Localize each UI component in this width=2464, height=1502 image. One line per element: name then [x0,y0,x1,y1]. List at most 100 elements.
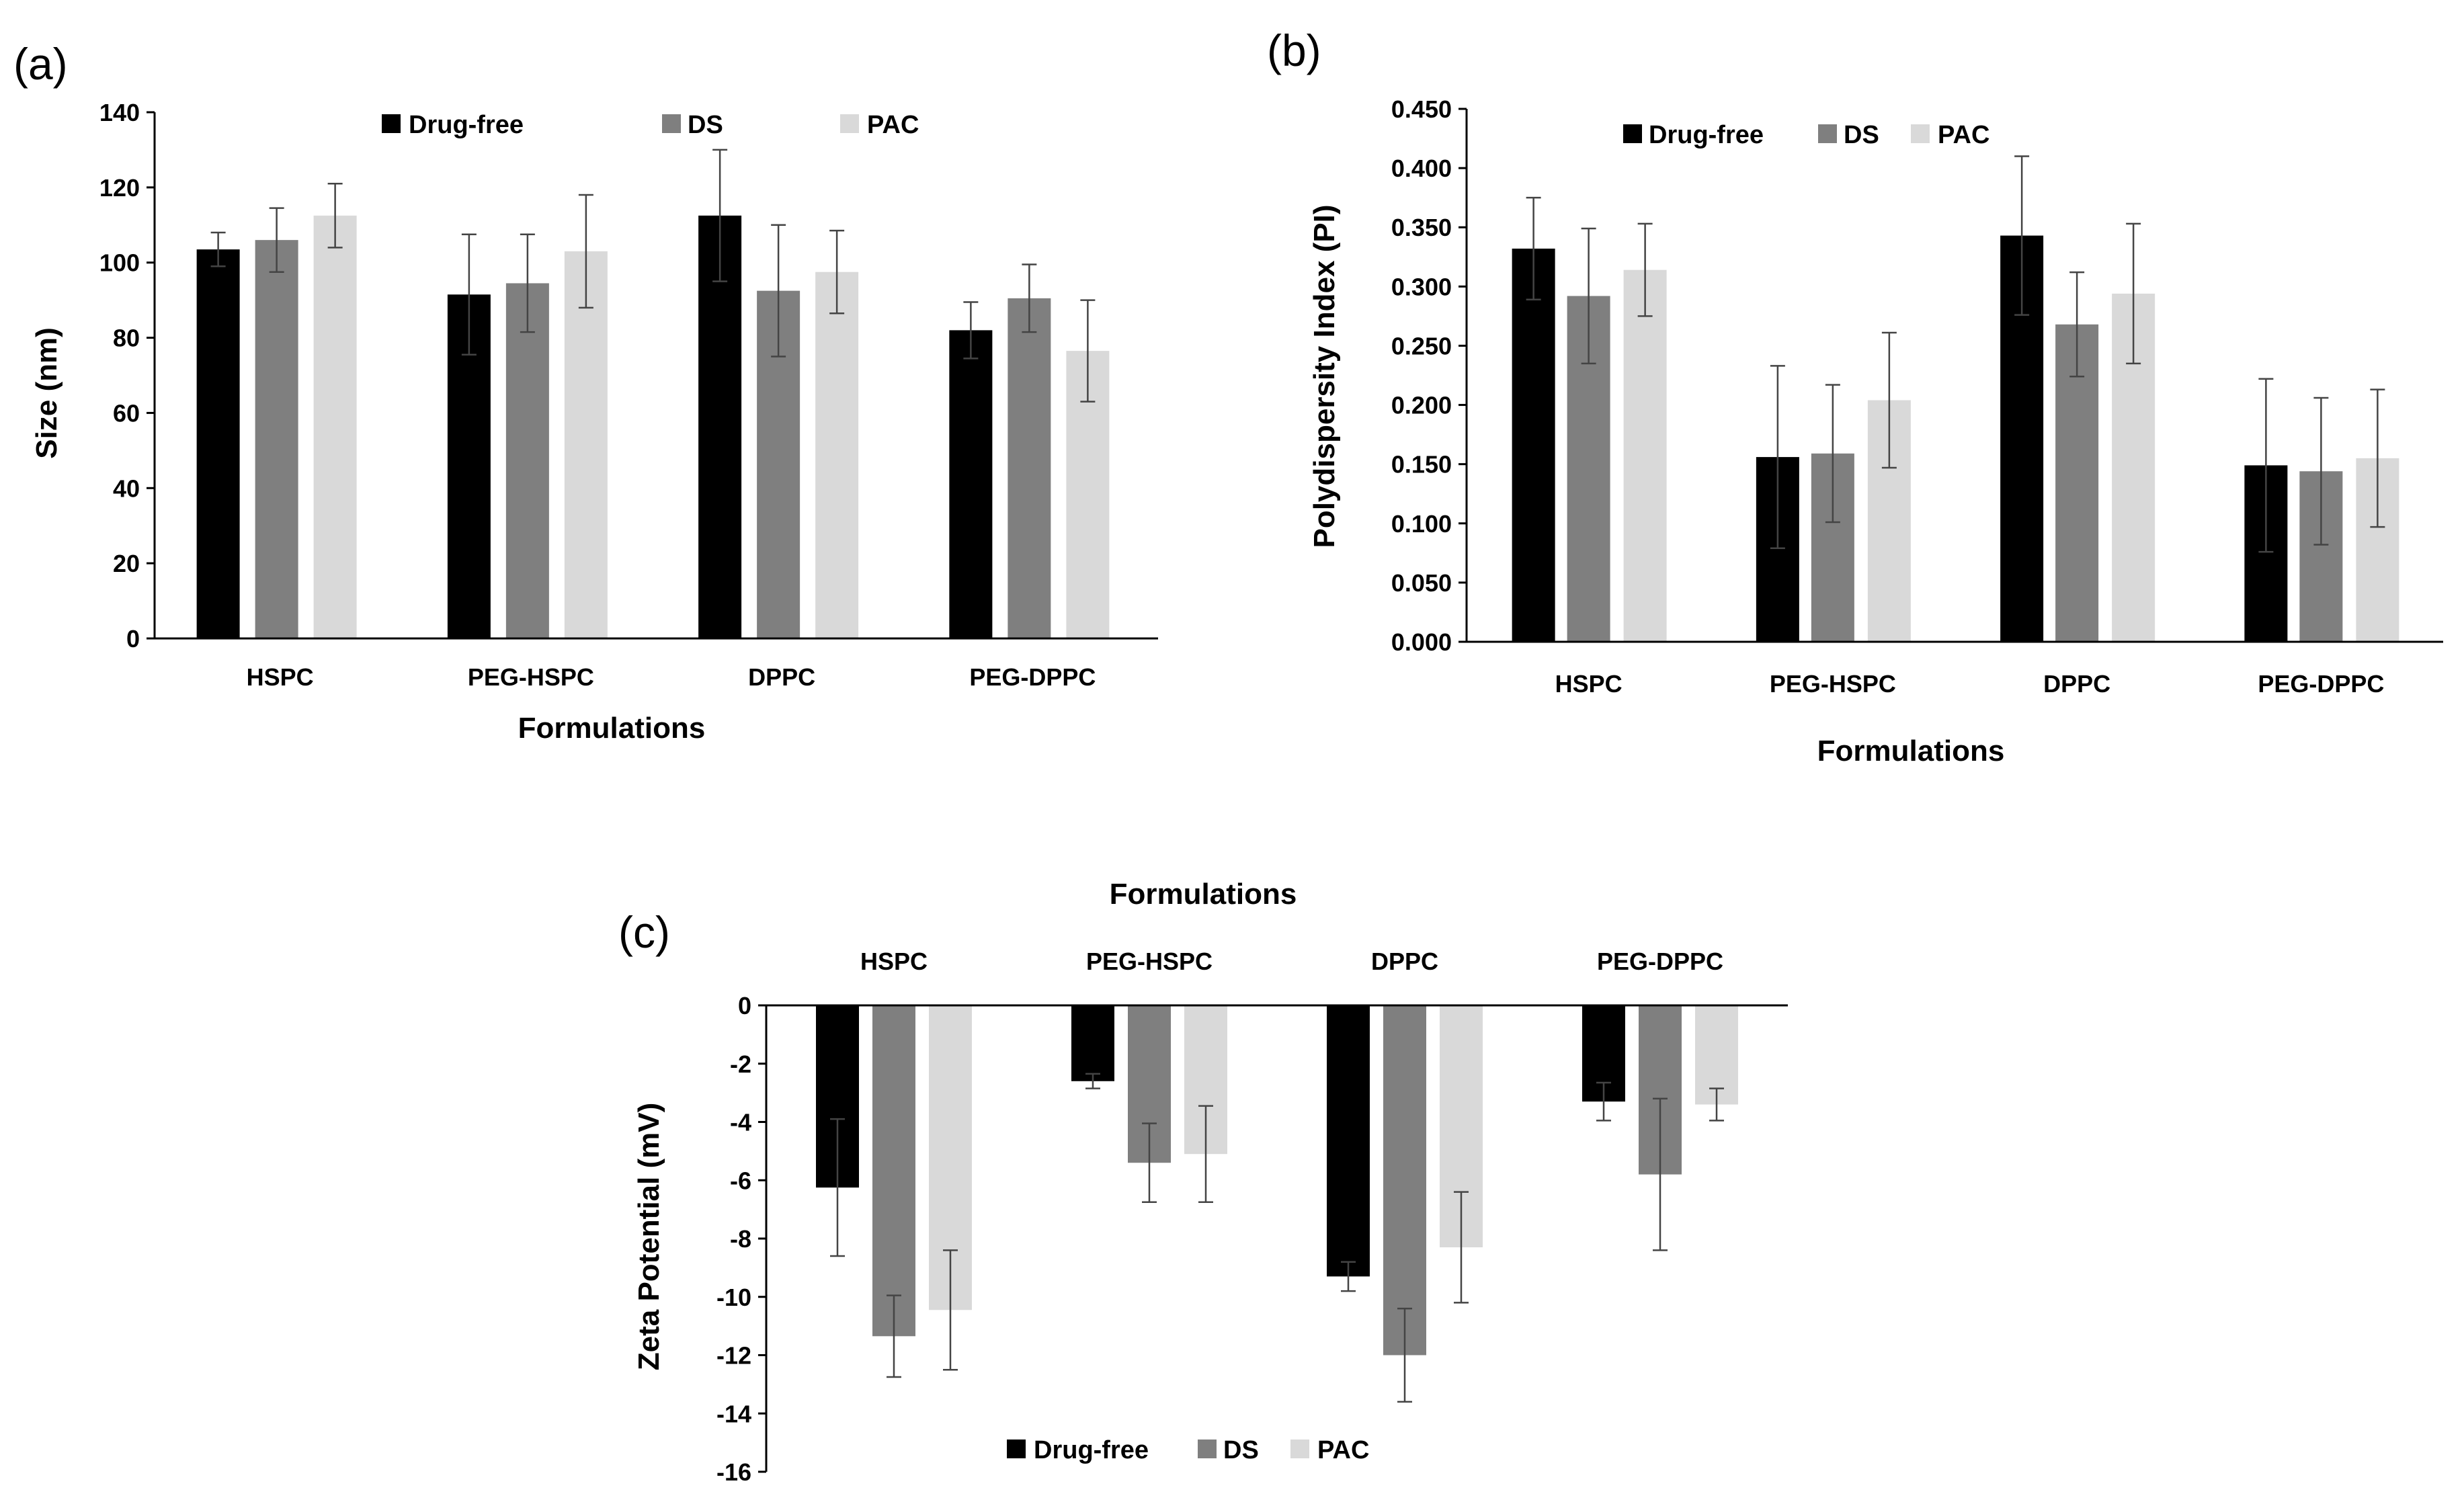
panel-b-xlabel: Formulations [1817,735,2005,767]
panel-a-ytick-label: 100 [99,249,140,277]
panel-c-ytick-label: -16 [716,1458,751,1486]
panel-a-legend-swatch [662,114,681,133]
panel-c-legend-label: DS [1223,1436,1259,1464]
panel-c-errorbar [943,1249,958,1371]
panel-b-errorbar [1825,384,1840,524]
panel-a-errorbar [210,231,226,267]
panel-a-ylabel: Size (nm) [30,327,63,459]
panel-a-ytick-label: 80 [113,325,140,352]
panel-a-ytick-label: 40 [113,474,140,502]
panel-a: (a) 0 20 40 60 80 100 120 140 HSPC PEG-HSPC DPPC P… [13,39,1158,745]
panel-b-ytick-label: 0.300 [1391,273,1452,300]
panel-b-ytick-label: 0.050 [1391,569,1452,597]
panel-b-ytick-label: 0.200 [1391,392,1452,419]
panel-b-legend-label: Drug-free [1649,121,1764,149]
panel-b-legend-swatch [1623,124,1642,143]
panel-c-errorbar [1341,1261,1356,1292]
panel-a-bar [698,215,742,638]
panel-a-errorbar [269,207,284,273]
panel-c-errorbar [1142,1122,1157,1204]
panel-b-errorbar [1770,365,1785,550]
panel-c-errorbar [887,1294,901,1378]
panel-a-bars [196,215,1110,639]
panel-b-legend-label: PAC [1938,121,1989,149]
panel-c: (c) Formulations 0 -2 -4 -6 -8 -10 -12 -14 -16 H… [618,878,1788,1486]
panel-c-legend-swatch [1198,1440,1217,1458]
panel-c-bar [1071,1005,1114,1081]
panel-c-axes [765,1004,1788,1472]
panel-b-axes [1465,109,2443,643]
panel-a-legend-swatch [382,114,401,133]
panel-c-legend-label: PAC [1317,1436,1369,1464]
panel-a-legend-label: Drug-free [409,111,524,139]
panel-c-categories: HSPC PEG-HSPC DPPC PEG-DPPC [860,948,1723,975]
panel-b-errorbar [2069,271,2085,378]
panel-a-ytick-label: 60 [113,399,140,427]
panel-a-bar [505,283,549,639]
panel-c-label: (c) [618,907,670,957]
panel-a-legend-label: DS [688,111,723,139]
panel-b-category-label: DPPC [2043,670,2110,698]
panel-a-ytick-label: 140 [99,99,140,126]
panel-c-legend-swatch [1007,1440,1026,1458]
panel-b-categories: HSPC PEG-HSPC DPPC PEG-DPPC [1555,670,2385,698]
panel-a-category-label: DPPC [748,663,815,691]
panel-c-bar [1327,1005,1370,1277]
panel-b-ytick-label: 0.100 [1391,510,1452,538]
panel-b-errorbar [2258,378,2274,553]
panel-a-errorbar [771,224,786,358]
panel-b-bar [1623,269,1667,642]
panel-a-ytick-label: 0 [126,625,140,653]
panel-c-ytick-label: -10 [716,1284,751,1311]
panel-b-errorbar [1637,222,1653,317]
panel-c-ytick-label: -12 [716,1342,751,1370]
panel-a-yticks: 0 20 40 60 80 100 120 140 [99,99,155,653]
panel-c-errorbar [1596,1081,1611,1122]
panel-c-legend-swatch [1290,1440,1309,1458]
panel-a-ytick-label: 120 [99,174,140,202]
panel-a-legend-label: PAC [867,111,919,139]
panel-b-legend: Drug-free DS PAC [1623,121,1989,149]
panel-b-errorbar [2313,397,2329,546]
panel-c-errorbar [1397,1307,1412,1403]
panel-c-category-label: HSPC [860,948,928,975]
panel-a-xlabel: Formulations [518,712,706,745]
panel-b-category-label: HSPC [1555,670,1623,698]
panel-c-ytick-label: -4 [730,1109,751,1136]
panel-a-bar [1008,298,1051,638]
panel-c-category-label: PEG-HSPC [1086,948,1213,975]
panel-a-errorbar [520,233,535,333]
panel-b-ytick-label: 0.250 [1391,332,1452,360]
panel-a-bar [196,249,240,638]
panel-a-errorbars [210,149,1096,403]
panel-b-errorbar [1581,227,1596,365]
panel-a-errorbar [829,229,845,315]
panel-c-category-label: PEG-DPPC [1597,948,1723,975]
panel-a-errorbar [1080,299,1096,403]
panel-b-ytick-label: 0.450 [1391,95,1452,123]
panel-c-ytick-label: -14 [716,1400,751,1427]
panel-c-ylabel: Zeta Potential (mV) [632,1103,665,1371]
panel-a-errorbar [1022,263,1037,333]
panel-c-errorbars [830,1073,1724,1403]
panel-b-errorbar [1526,196,1541,300]
panel-a-errorbar [963,301,979,360]
panel-c-bar [1383,1005,1426,1355]
panel-a-bar [949,330,993,638]
panel-a-errorbar [578,194,593,309]
panel-b-label: (b) [1267,26,1321,75]
panel-c-errorbar [1709,1087,1724,1122]
panel-a-errorbar [461,233,477,356]
panel-b-category-label: PEG-HSPC [1770,670,1896,698]
panel-a-bar [564,251,608,639]
panel-a-category-label: HSPC [247,663,314,691]
panel-a-category-label: PEG-DPPC [969,663,1096,691]
panel-c-ytick-label: -2 [730,1050,751,1078]
panel-b-errorbar [1881,331,1897,469]
panel-c-errorbar [830,1118,845,1257]
panel-a-category-label: PEG-HSPC [468,663,594,691]
panel-b-errorbars [1526,155,2385,553]
panel-c-errorbar [1653,1097,1668,1251]
panel-c-xlabel: Formulations [1110,878,1297,911]
